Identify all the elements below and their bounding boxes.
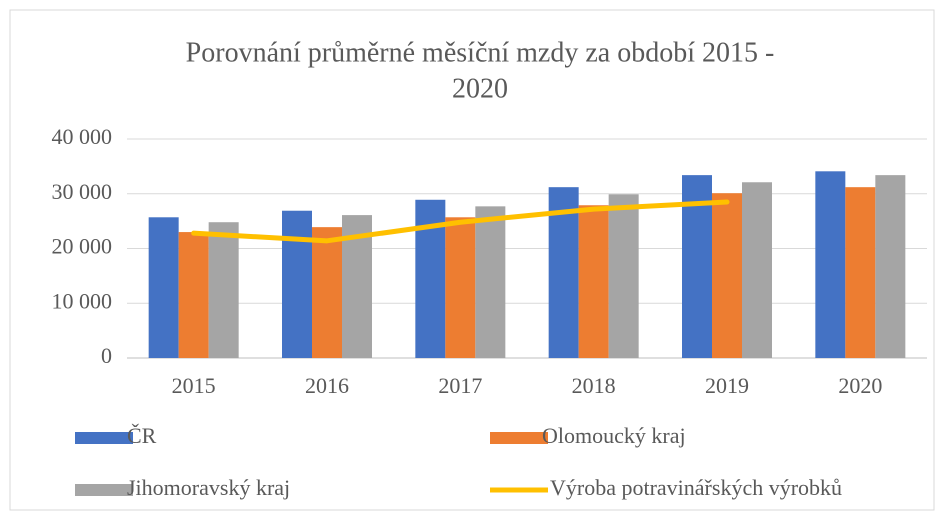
bar bbox=[475, 206, 506, 358]
x-tick-label: 2015 bbox=[172, 373, 216, 398]
bar bbox=[208, 222, 239, 358]
bar bbox=[445, 217, 476, 358]
legend-label: Jihomoravský kraj bbox=[127, 475, 290, 500]
y-tick-label: 20 000 bbox=[52, 234, 113, 259]
bar bbox=[178, 232, 209, 358]
x-tick-label: 2017 bbox=[438, 373, 482, 398]
bar bbox=[845, 187, 876, 358]
line bbox=[191, 199, 730, 244]
x-tick-label: 2019 bbox=[705, 373, 749, 398]
bar bbox=[608, 194, 639, 358]
chart-title: 2020 bbox=[452, 73, 508, 104]
legend-swatch bbox=[490, 432, 548, 444]
bar bbox=[148, 217, 179, 358]
bar bbox=[548, 187, 579, 358]
legend-swatch bbox=[75, 432, 133, 444]
bar bbox=[742, 182, 772, 358]
bar bbox=[282, 210, 312, 358]
bar bbox=[815, 171, 846, 358]
bar bbox=[578, 205, 609, 358]
legend-label: ČR bbox=[127, 423, 157, 448]
x-tick-label: 2018 bbox=[572, 373, 616, 398]
legend-label: Olomoucký kraj bbox=[542, 423, 686, 448]
x-tick-label: 2020 bbox=[838, 373, 882, 398]
bar bbox=[312, 227, 342, 358]
chart-title: Porovnání průměrné měsíční mzdy za obdob… bbox=[186, 37, 775, 68]
y-tick-label: 10 000 bbox=[52, 288, 113, 313]
bar bbox=[875, 175, 906, 358]
legend-label: Výroba potravinářských výrobků bbox=[550, 475, 842, 500]
y-tick-label: 40 000 bbox=[52, 124, 113, 149]
legend-swatch bbox=[75, 484, 133, 496]
y-tick-label: 30 000 bbox=[52, 179, 113, 204]
y-tick-label: 0 bbox=[101, 343, 112, 368]
x-tick-label: 2016 bbox=[305, 373, 349, 398]
bar bbox=[712, 193, 742, 358]
